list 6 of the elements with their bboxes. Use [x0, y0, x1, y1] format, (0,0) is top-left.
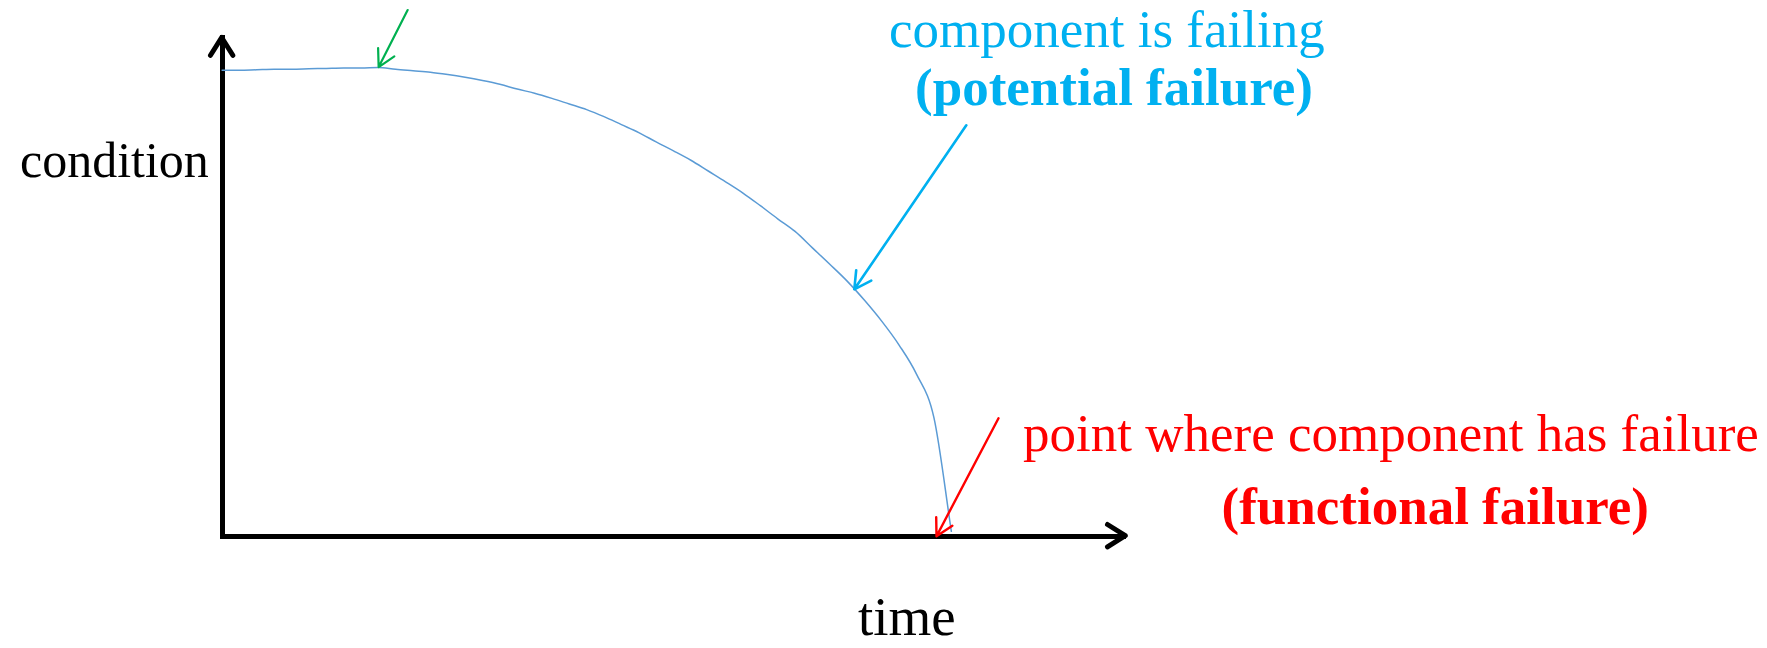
annotation: (potential failure) — [915, 58, 1313, 116]
annotation: point where component has failure — [1023, 404, 1759, 462]
text: (functional failure) — [1221, 477, 1649, 535]
text: component is failing — [889, 0, 1325, 58]
x-axis-title: time — [858, 586, 956, 647]
y-axis-title: condition — [20, 131, 209, 188]
